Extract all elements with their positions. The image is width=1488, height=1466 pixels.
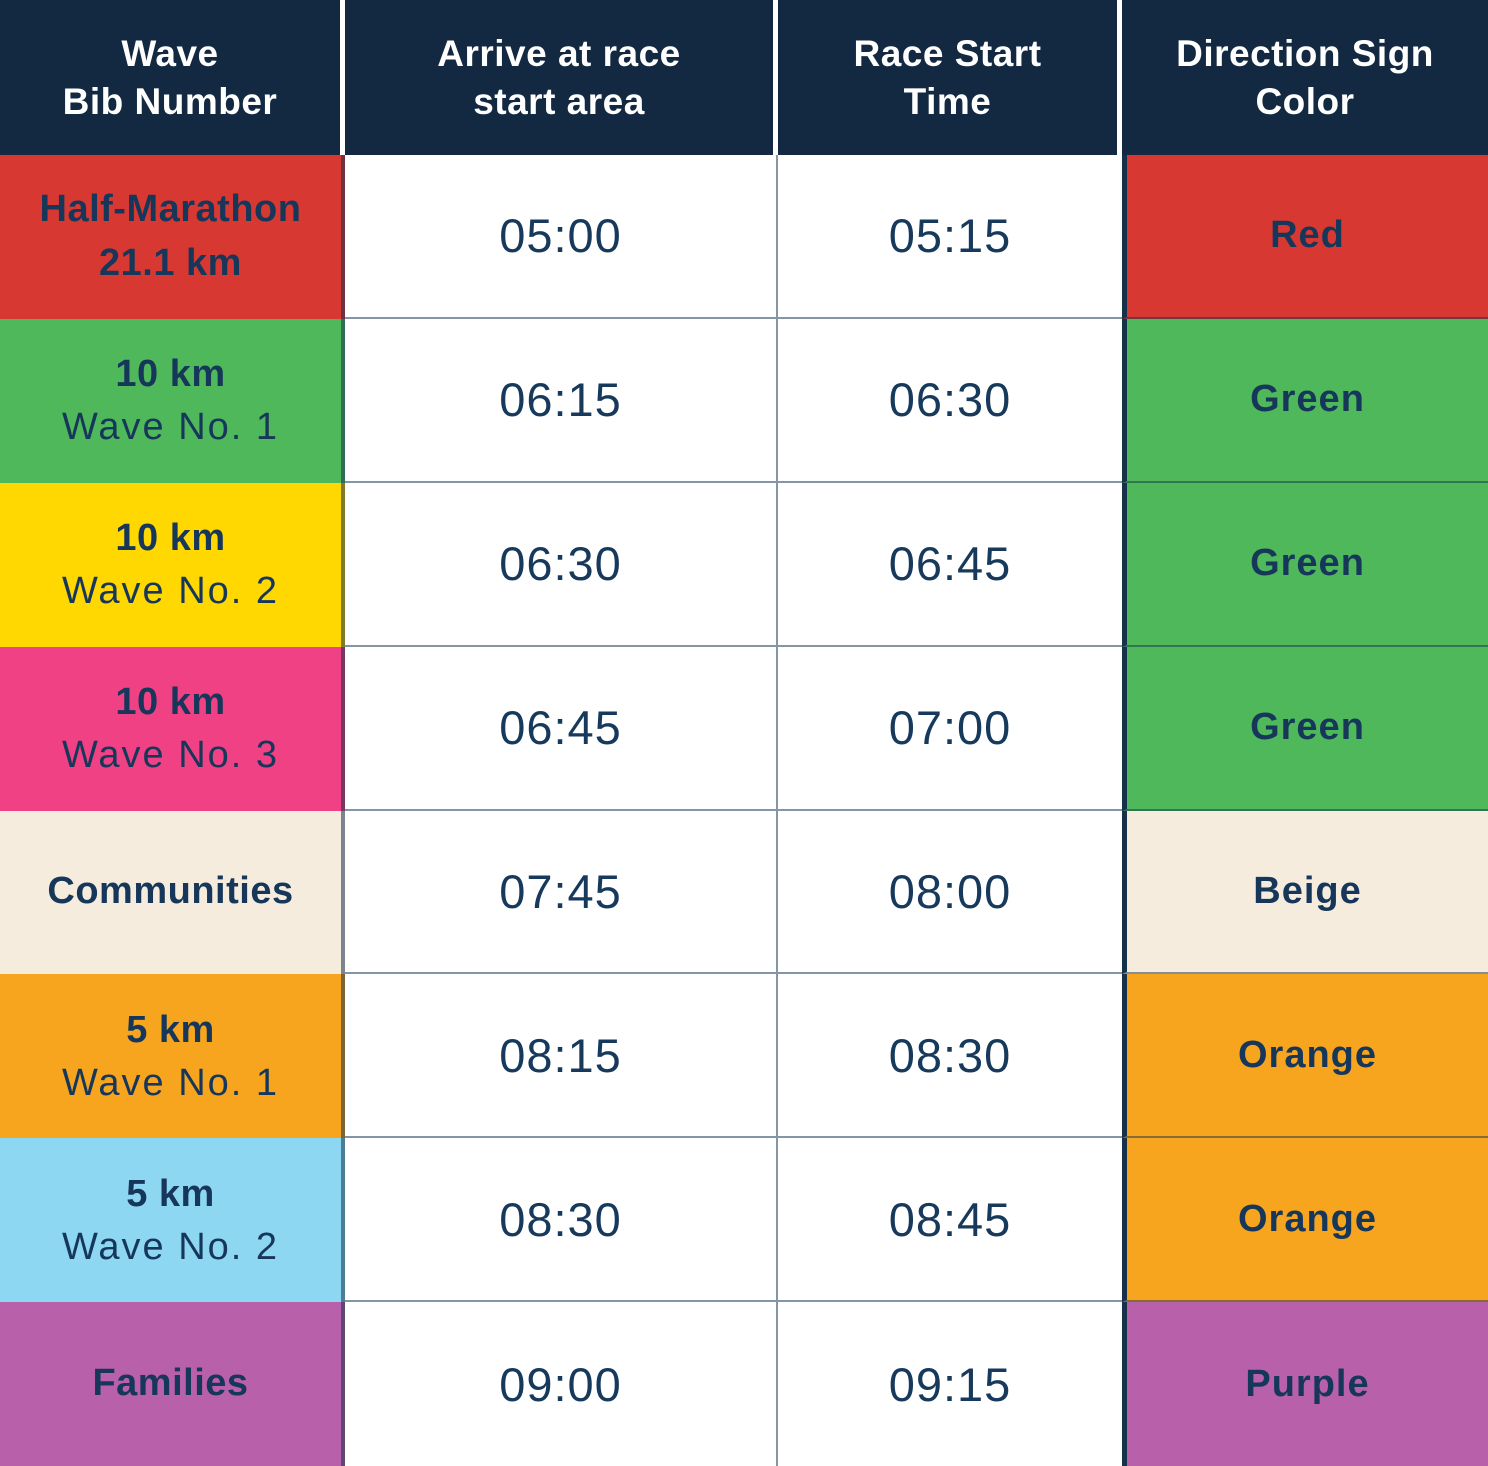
header-cell-arrive-at-start: Arrive at race start area <box>345 0 778 155</box>
direction-sign-color-cell: Green <box>1122 318 1488 483</box>
direction-sign-color-label: Green <box>1250 706 1365 749</box>
race-start-time-cell: 06:45 <box>778 482 1122 647</box>
arrive-time-cell: 07:45 <box>345 810 778 975</box>
wave-cell: 10 km Wave No. 3 <box>0 646 345 811</box>
arrive-time-cell: 09:00 <box>345 1302 778 1466</box>
direction-sign-color-label: Orange <box>1237 1197 1378 1240</box>
arrive-time-value: 08:30 <box>499 1192 622 1246</box>
wave-name-label: 5 km <box>126 1172 215 1215</box>
arrive-time-value: 09:00 <box>499 1357 622 1411</box>
direction-sign-color-cell: Purple <box>1122 1302 1488 1466</box>
race-start-time-value: 08:30 <box>888 1028 1012 1082</box>
race-start-time-cell: 05:15 <box>778 155 1122 319</box>
direction-sign-color-label: Green <box>1250 542 1365 585</box>
direction-sign-color-label: Purple <box>1245 1362 1370 1405</box>
arrive-time-value: 05:00 <box>499 209 622 263</box>
wave-name-label: 10 km <box>115 353 226 396</box>
arrive-time-cell: 05:00 <box>345 155 778 319</box>
wave-cell: 10 km Wave No. 1 <box>0 318 345 483</box>
arrive-time-cell: 06:15 <box>345 318 778 483</box>
wave-name-label: Families <box>92 1362 249 1405</box>
race-start-time-value: 07:00 <box>888 701 1012 755</box>
race-start-time-value: 05:15 <box>888 209 1012 263</box>
header-cell-race-start-time: Race Start Time <box>778 0 1122 155</box>
wave-cell: 5 km Wave No. 2 <box>0 1138 345 1303</box>
wave-number-label: Wave No. 1 <box>61 406 280 449</box>
wave-number-label: Wave No. 1 <box>61 1061 280 1104</box>
arrive-time-cell: 08:30 <box>345 1138 778 1303</box>
header-cell-wave-bib-number: Wave Bib Number <box>0 0 345 155</box>
wave-cell: Communities <box>0 810 345 975</box>
wave-name-label: Half-Marathon 21.1 km <box>39 187 302 284</box>
race-start-time-cell: 08:30 <box>778 974 1122 1139</box>
race-start-time-cell: 06:30 <box>778 318 1122 483</box>
wave-name-label: 10 km <box>115 680 226 723</box>
wave-number-label: Wave No. 2 <box>61 570 280 613</box>
wave-name-label: 10 km <box>115 517 226 560</box>
direction-sign-color-cell: Red <box>1122 155 1488 319</box>
direction-sign-color-cell: Green <box>1122 646 1488 811</box>
wave-number-label: Wave No. 2 <box>61 1225 280 1268</box>
wave-number-label: Wave No. 3 <box>61 733 280 776</box>
arrive-time-cell: 06:30 <box>345 482 778 647</box>
wave-name-label: 5 km <box>126 1008 215 1051</box>
direction-sign-color-label: Green <box>1250 378 1365 421</box>
arrive-time-value: 06:15 <box>499 373 622 427</box>
wave-cell: Half-Marathon 21.1 km <box>0 155 345 319</box>
race-start-time-value: 06:45 <box>888 537 1012 591</box>
arrive-time-cell: 08:15 <box>345 974 778 1139</box>
arrive-time-cell: 06:45 <box>345 646 778 811</box>
direction-sign-color-label: Orange <box>1237 1033 1378 1076</box>
race-start-time-value: 08:00 <box>888 864 1012 918</box>
wave-cell: Families <box>0 1302 345 1466</box>
header-cell-direction-sign-color: Direction Sign Color <box>1122 0 1488 155</box>
direction-sign-color-cell: Green <box>1122 482 1488 647</box>
race-start-time-cell: 07:00 <box>778 646 1122 811</box>
direction-sign-color-cell: Orange <box>1122 1138 1488 1303</box>
wave-cell: 5 km Wave No. 1 <box>0 974 345 1139</box>
arrive-time-value: 06:45 <box>499 701 622 755</box>
race-start-time-value: 09:15 <box>888 1357 1012 1411</box>
race-start-time-cell: 09:15 <box>778 1302 1122 1466</box>
arrive-time-value: 06:30 <box>499 537 622 591</box>
direction-sign-color-label: Red <box>1270 214 1345 257</box>
wave-cell: 10 km Wave No. 2 <box>0 482 345 647</box>
race-start-time-cell: 08:45 <box>778 1138 1122 1303</box>
arrive-time-value: 07:45 <box>499 864 622 918</box>
direction-sign-color-cell: Orange <box>1122 974 1488 1139</box>
direction-sign-color-cell: Beige <box>1122 810 1488 975</box>
race-start-time-cell: 08:00 <box>778 810 1122 975</box>
race-start-time-value: 08:45 <box>888 1192 1012 1246</box>
direction-sign-color-label: Beige <box>1253 869 1362 912</box>
arrive-time-value: 08:15 <box>499 1028 622 1082</box>
wave-name-label: Communities <box>47 870 294 913</box>
race-start-time-value: 06:30 <box>888 373 1012 427</box>
